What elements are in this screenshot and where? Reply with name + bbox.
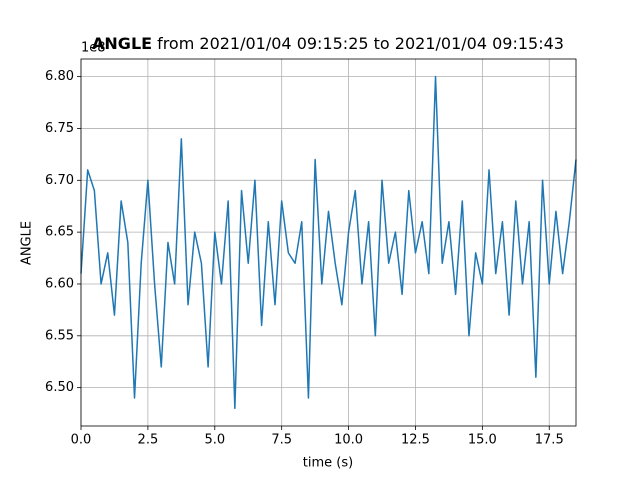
x-tick-label: 5.0 bbox=[204, 433, 225, 448]
offset-text: 1e8 bbox=[81, 41, 106, 56]
plot-frame bbox=[80, 58, 577, 427]
chart-title: ANGLE from 2021/01/04 09:15:25 to 2021/01… bbox=[92, 34, 564, 53]
x-tick-label: 7.5 bbox=[271, 433, 292, 448]
x-tick-label: 2.5 bbox=[138, 433, 159, 448]
y-tick-label: 6.50 bbox=[45, 380, 74, 395]
x-tick-label: 0.0 bbox=[71, 433, 92, 448]
title-rest: from 2021/01/04 09:15:25 to 2021/01/04 0… bbox=[157, 34, 564, 53]
x-axis-label: time (s) bbox=[303, 456, 353, 471]
y-tick-label: 6.70 bbox=[45, 173, 74, 188]
title-bold: ANGLE bbox=[92, 34, 152, 53]
x-tick-label: 10.0 bbox=[334, 433, 363, 448]
y-axis-label: ANGLE bbox=[20, 221, 35, 265]
data-line bbox=[80, 75, 577, 410]
y-tick-label: 6.80 bbox=[45, 69, 74, 84]
x-tick-label: 12.5 bbox=[401, 433, 430, 448]
y-tick-label: 6.60 bbox=[45, 276, 74, 291]
y-tick-label: 6.65 bbox=[45, 225, 74, 240]
y-tick-label: 6.55 bbox=[45, 328, 74, 343]
x-tick-label: 15.0 bbox=[468, 433, 497, 448]
x-tick-label: 17.5 bbox=[535, 433, 564, 448]
y-tick-label: 6.75 bbox=[45, 121, 74, 136]
